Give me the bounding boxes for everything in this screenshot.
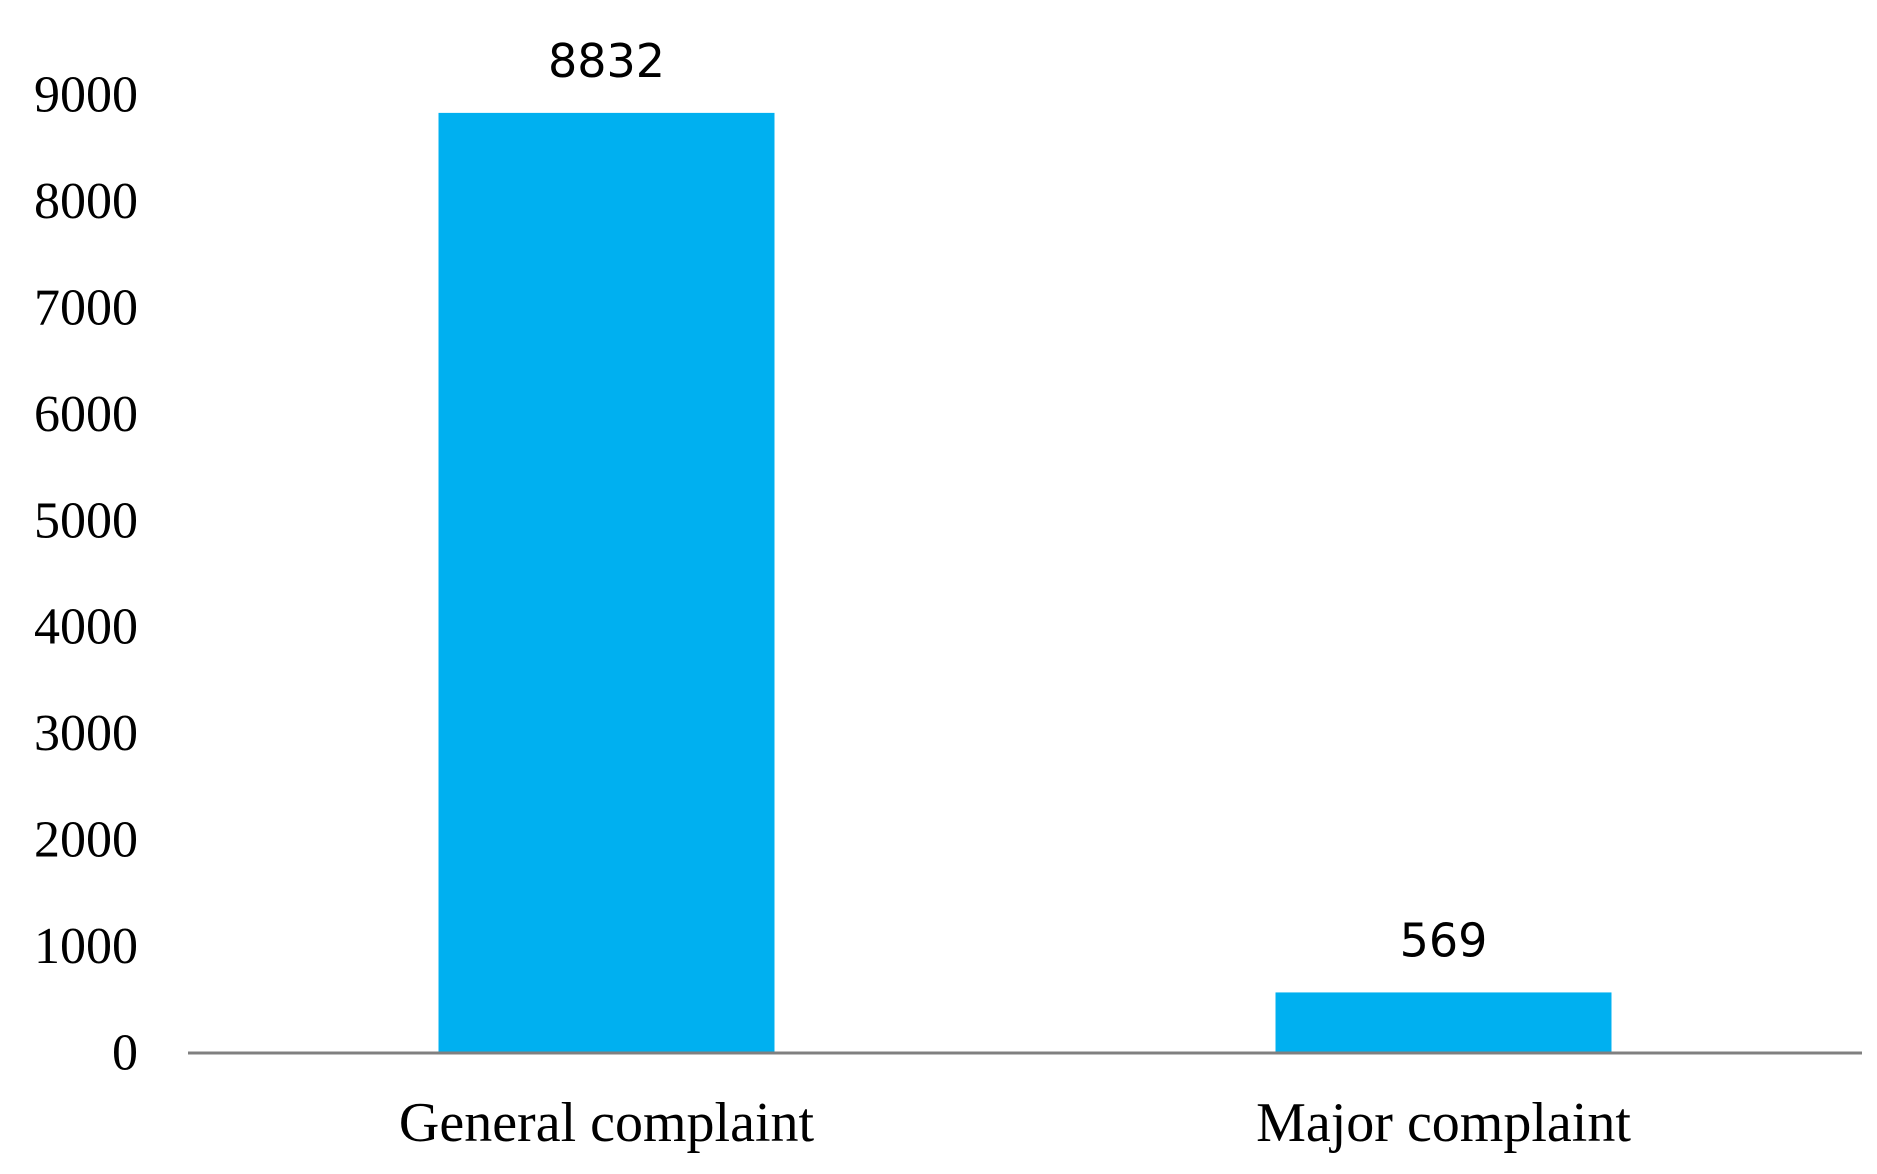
data-labels: 8832 569 xyxy=(548,34,1487,968)
y-tick-label: 5000 xyxy=(34,492,138,549)
y-tick-label: 6000 xyxy=(34,386,138,443)
y-tick-label: 0 xyxy=(112,1025,138,1082)
data-label: 8832 xyxy=(548,34,665,88)
data-label: 569 xyxy=(1400,913,1488,967)
y-tick-label: 1000 xyxy=(34,918,138,975)
bar xyxy=(438,112,775,1053)
y-axis-tick-labels: 0 1000 2000 3000 4000 5000 6000 7000 8000 9000 xyxy=(34,67,138,1082)
y-tick-label: 4000 xyxy=(34,599,138,656)
y-tick-label: 9000 xyxy=(34,67,138,124)
x-axis-category-labels: General complaint Major complaint xyxy=(399,1092,1631,1154)
bar xyxy=(1275,992,1612,1053)
y-tick-label: 2000 xyxy=(34,812,138,869)
x-category-label: General complaint xyxy=(399,1092,815,1154)
bars xyxy=(438,112,1612,1053)
y-tick-label: 7000 xyxy=(34,279,138,336)
y-tick-label: 8000 xyxy=(34,173,138,230)
x-category-label: Major complaint xyxy=(1256,1092,1631,1154)
y-tick-label: 3000 xyxy=(34,705,138,762)
